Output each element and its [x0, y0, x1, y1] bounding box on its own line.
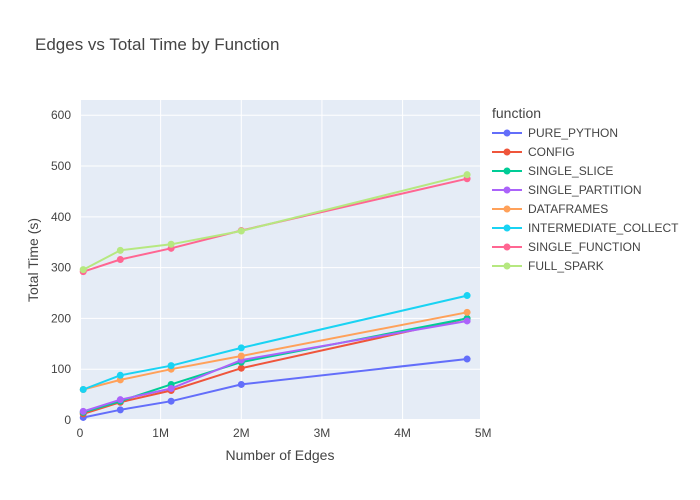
legend-item[interactable]: SINGLE_SLICE [492, 164, 613, 178]
data-point [116, 406, 124, 414]
plot-area [80, 100, 480, 420]
y-tick-label: 0 [64, 413, 71, 427]
series-dataframes [79, 308, 471, 394]
legend-marker [503, 167, 511, 175]
x-tick-label: 2M [233, 426, 250, 440]
legend-title: function [492, 105, 541, 121]
x-tick-label: 1M [152, 426, 169, 440]
legend-marker [503, 205, 511, 213]
data-point [116, 246, 124, 254]
y-tick-label: 300 [51, 261, 71, 275]
legend-item[interactable]: CONFIG [492, 145, 575, 159]
data-point [167, 397, 175, 405]
x-axis-ticks: 0 1M 2M 3M 4M 5M [77, 426, 492, 440]
data-point [116, 396, 124, 404]
legend-label: SINGLE_FUNCTION [528, 240, 641, 254]
legend-marker [503, 262, 511, 270]
x-tick-label: 0 [77, 426, 84, 440]
data-point [116, 255, 124, 263]
data-point [237, 380, 245, 388]
y-tick-label: 400 [51, 210, 71, 224]
x-axis-title: Number of Edges [226, 447, 335, 463]
legend-label: FULL_SPARK [528, 259, 604, 273]
legend-marker [503, 243, 511, 251]
legend-marker [503, 224, 511, 232]
data-point [167, 240, 175, 248]
series-full-spark [79, 171, 471, 274]
data-point [167, 362, 175, 370]
legend-marker [503, 129, 511, 137]
legend-item[interactable]: FULL_SPARK [492, 259, 604, 273]
legend-label: PURE_PYTHON [528, 126, 618, 140]
data-point [463, 292, 471, 300]
y-tick-label: 600 [51, 108, 71, 122]
data-point [79, 386, 87, 394]
legend-item[interactable]: DATAFRAMES [492, 202, 608, 216]
legend: PURE_PYTHON CONFIG SINGLE_SLICE SINGLE_PART… [492, 126, 679, 273]
legend-item[interactable]: PURE_PYTHON [492, 126, 618, 140]
y-axis-ticks: 0 100 200 300 400 500 600 [51, 108, 71, 427]
legend-item[interactable]: INTERMEDIATE_COLLECT [492, 221, 679, 235]
data-point [237, 344, 245, 352]
legend-marker [503, 186, 511, 194]
data-point [463, 308, 471, 316]
legend-label: SINGLE_PARTITION [528, 183, 642, 197]
data-point [463, 355, 471, 363]
legend-item[interactable]: SINGLE_FUNCTION [492, 240, 641, 254]
data-point [167, 385, 175, 393]
legend-label: INTERMEDIATE_COLLECT [528, 221, 679, 235]
data-point [116, 371, 124, 379]
y-tick-label: 200 [51, 311, 71, 325]
data-point [463, 317, 471, 325]
y-axis-title: Total Time (s) [25, 218, 41, 302]
x-tick-label: 5M [475, 426, 492, 440]
y-tick-label: 100 [51, 362, 71, 376]
legend-item[interactable]: SINGLE_PARTITION [492, 183, 642, 197]
series-intermediate-collect [79, 292, 471, 394]
data-point [237, 364, 245, 372]
data-point [237, 352, 245, 360]
chart-title: Edges vs Total Time by Function [35, 35, 279, 54]
series-layer [79, 171, 471, 421]
x-tick-label: 4M [394, 426, 411, 440]
data-point [79, 266, 87, 274]
y-tick-label: 500 [51, 159, 71, 173]
x-tick-label: 3M [314, 426, 331, 440]
legend-label: DATAFRAMES [528, 202, 608, 216]
legend-marker [503, 148, 511, 156]
data-point [237, 227, 245, 235]
legend-label: CONFIG [528, 145, 575, 159]
data-point [463, 171, 471, 179]
legend-label: SINGLE_SLICE [528, 164, 613, 178]
data-point [79, 407, 87, 415]
